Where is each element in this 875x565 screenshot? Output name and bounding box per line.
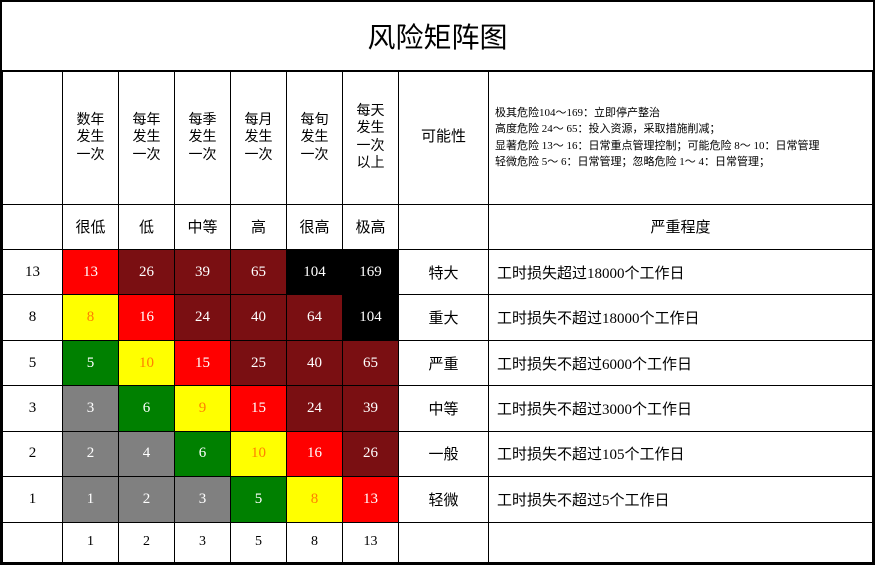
matrix-cell-4-5: 26 (343, 431, 399, 476)
matrix-cell-4-0: 2 (63, 431, 119, 476)
matrix-cell-3-1: 6 (119, 386, 175, 431)
matrix-cell-0-1: 26 (119, 249, 175, 294)
matrix-cell-1-4: 64 (287, 295, 343, 340)
freq-header-1: 每年发生一次 (119, 72, 175, 205)
possibility-0: 特大 (399, 249, 489, 294)
freq-header-4: 每旬发生一次 (287, 72, 343, 205)
bottom-empty-sev (489, 522, 873, 562)
severity-header: 严重程度 (489, 204, 873, 249)
possibility-3: 中等 (399, 386, 489, 431)
risk-matrix-container: 风险矩阵图 数年发生一次每年发生一次每季发生一次每月发生一次每旬发生一次每天发生… (0, 0, 875, 565)
matrix-cell-5-2: 3 (175, 477, 231, 522)
severity-desc-0: 工时损失超过18000个工作日 (489, 249, 873, 294)
freq-header-3: 每月发生一次 (231, 72, 287, 205)
matrix-cell-4-1: 4 (119, 431, 175, 476)
matrix-cell-5-5: 13 (343, 477, 399, 522)
matrix-cell-2-3: 25 (231, 340, 287, 385)
possibility-4: 一般 (399, 431, 489, 476)
level-label-0: 很低 (63, 204, 119, 249)
row-weight-4: 2 (3, 431, 63, 476)
matrix-cell-2-0: 5 (63, 340, 119, 385)
matrix-cell-1-2: 24 (175, 295, 231, 340)
matrix-cell-5-4: 8 (287, 477, 343, 522)
matrix-cell-0-5: 169 (343, 249, 399, 294)
matrix-cell-3-0: 3 (63, 386, 119, 431)
matrix-cell-2-5: 65 (343, 340, 399, 385)
possibility-1: 重大 (399, 295, 489, 340)
matrix-cell-4-2: 6 (175, 431, 231, 476)
possibility-2: 严重 (399, 340, 489, 385)
page-title: 风险矩阵图 (2, 2, 873, 71)
row-weight-2: 5 (3, 340, 63, 385)
bottom-value-1: 2 (119, 522, 175, 562)
matrix-cell-0-3: 65 (231, 249, 287, 294)
matrix-cell-2-4: 40 (287, 340, 343, 385)
matrix-cell-3-5: 39 (343, 386, 399, 431)
freq-header-5: 每天发生一次以上 (343, 72, 399, 205)
corner-empty (3, 72, 63, 205)
matrix-cell-3-4: 24 (287, 386, 343, 431)
level-label-4: 很高 (287, 204, 343, 249)
level-poss-empty (399, 204, 489, 249)
severity-desc-1: 工时损失不超过18000个工作日 (489, 295, 873, 340)
bottom-value-5: 13 (343, 522, 399, 562)
severity-desc-4: 工时损失不超过105个工作日 (489, 431, 873, 476)
freq-header-2: 每季发生一次 (175, 72, 231, 205)
freq-header-0: 数年发生一次 (63, 72, 119, 205)
matrix-cell-4-4: 16 (287, 431, 343, 476)
matrix-cell-1-5: 104 (343, 295, 399, 340)
level-label-1: 低 (119, 204, 175, 249)
possibility-label: 可能性 (399, 72, 489, 205)
bottom-value-3: 5 (231, 522, 287, 562)
level-row-empty (3, 204, 63, 249)
bottom-value-4: 8 (287, 522, 343, 562)
level-label-2: 中等 (175, 204, 231, 249)
bottom-empty-poss (399, 522, 489, 562)
matrix-cell-0-0: 13 (63, 249, 119, 294)
risk-legend: 极其危险104～169：立即停产整治高度危险 24～ 65：投入资源，采取措施削… (489, 72, 873, 205)
matrix-cell-0-2: 39 (175, 249, 231, 294)
risk-matrix-table: 数年发生一次每年发生一次每季发生一次每月发生一次每旬发生一次每天发生一次以上可能… (2, 71, 873, 563)
row-weight-5: 1 (3, 477, 63, 522)
matrix-cell-2-1: 10 (119, 340, 175, 385)
matrix-cell-3-3: 15 (231, 386, 287, 431)
matrix-cell-2-2: 15 (175, 340, 231, 385)
row-weight-0: 13 (3, 249, 63, 294)
matrix-cell-1-1: 16 (119, 295, 175, 340)
matrix-cell-0-4: 104 (287, 249, 343, 294)
severity-desc-5: 工时损失不超过5个工作日 (489, 477, 873, 522)
row-weight-1: 8 (3, 295, 63, 340)
possibility-5: 轻微 (399, 477, 489, 522)
matrix-cell-4-3: 10 (231, 431, 287, 476)
bottom-empty-left (3, 522, 63, 562)
level-label-3: 高 (231, 204, 287, 249)
row-weight-3: 3 (3, 386, 63, 431)
bottom-value-2: 3 (175, 522, 231, 562)
matrix-cell-1-3: 40 (231, 295, 287, 340)
bottom-value-0: 1 (63, 522, 119, 562)
level-label-5: 极高 (343, 204, 399, 249)
matrix-cell-5-3: 5 (231, 477, 287, 522)
severity-desc-2: 工时损失不超过6000个工作日 (489, 340, 873, 385)
severity-desc-3: 工时损失不超过3000个工作日 (489, 386, 873, 431)
matrix-cell-3-2: 9 (175, 386, 231, 431)
matrix-cell-5-1: 2 (119, 477, 175, 522)
matrix-cell-5-0: 1 (63, 477, 119, 522)
matrix-cell-1-0: 8 (63, 295, 119, 340)
